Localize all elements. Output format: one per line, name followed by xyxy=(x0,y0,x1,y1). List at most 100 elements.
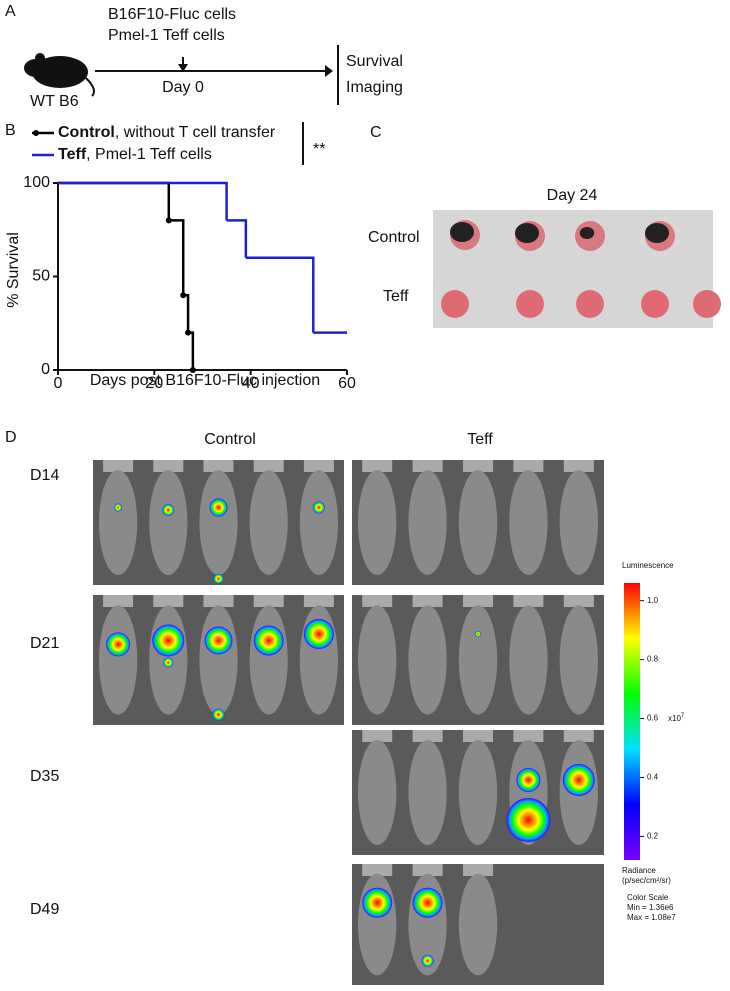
holder xyxy=(303,460,334,472)
holder xyxy=(362,595,393,607)
legend-entry: Teff, Pmel-1 Teff cells xyxy=(58,146,212,163)
signal xyxy=(204,626,233,655)
holder xyxy=(563,460,594,472)
signal xyxy=(152,624,185,657)
row-label: D49 xyxy=(30,901,59,918)
y-tick-label: 50 xyxy=(32,268,50,285)
survival-step xyxy=(58,181,228,221)
colorbar-multiplier: x107 xyxy=(668,713,685,724)
signal xyxy=(412,887,443,918)
holder xyxy=(513,460,544,472)
mouse xyxy=(199,605,238,715)
tumor xyxy=(645,223,669,243)
tumor xyxy=(579,227,595,239)
mouse xyxy=(249,470,288,575)
censor-point xyxy=(189,367,196,373)
colorbar-tick-label: 0.8 xyxy=(647,655,659,664)
multiplier: x10 xyxy=(668,714,681,723)
scale-text: Max = 1.08e7 xyxy=(627,913,676,922)
y-axis-label: % Survival xyxy=(5,232,22,308)
mouse xyxy=(149,470,188,575)
holder xyxy=(463,864,493,876)
signal xyxy=(114,503,123,512)
mouse xyxy=(99,605,138,715)
legend-name: Control xyxy=(58,124,115,141)
colorbar-tick-label: 0.6 xyxy=(647,714,659,723)
holder xyxy=(563,730,594,742)
legend-description: , without T cell transfer xyxy=(115,124,276,141)
holder xyxy=(412,864,443,876)
legend-description: , Pmel-1 Teff cells xyxy=(86,146,212,163)
panel-label: B xyxy=(5,122,16,139)
column-label: Control xyxy=(204,431,256,448)
x-tick-label: 20 xyxy=(145,375,163,392)
multiplier-exp: 7 xyxy=(681,713,685,719)
signal xyxy=(562,764,595,796)
arrow-head xyxy=(325,65,333,77)
mouse xyxy=(458,873,498,976)
holder xyxy=(153,595,184,607)
row-label: D21 xyxy=(30,635,59,652)
y-tick-label: 100 xyxy=(23,174,50,191)
column-label: Teff xyxy=(467,431,493,448)
mouse xyxy=(408,605,447,715)
holder xyxy=(253,460,284,472)
holder xyxy=(463,730,493,742)
lung xyxy=(693,290,721,318)
signal xyxy=(303,619,334,649)
lung xyxy=(516,290,544,318)
row-label: D35 xyxy=(30,768,59,785)
survival-step xyxy=(188,331,195,370)
mouse xyxy=(358,740,397,845)
mouse xyxy=(559,470,598,575)
mouse xyxy=(199,470,238,575)
holder xyxy=(412,730,443,742)
scale-text: Color Scale xyxy=(627,893,669,902)
signal xyxy=(162,504,175,516)
holder xyxy=(203,460,234,472)
mouse xyxy=(559,605,598,715)
mouse-icon xyxy=(24,53,95,97)
holder xyxy=(103,460,134,472)
signal xyxy=(212,708,225,721)
mouse-label: WT B6 xyxy=(30,93,79,110)
holder xyxy=(103,595,134,607)
mouse xyxy=(408,470,447,575)
signal xyxy=(163,657,174,668)
colorbar-tick-label: 0.4 xyxy=(647,773,659,782)
x-tick-label: 40 xyxy=(242,375,260,392)
colorbar-title: Luminescence xyxy=(622,561,674,570)
holder xyxy=(412,460,443,472)
holder xyxy=(362,460,393,472)
signal xyxy=(312,501,325,514)
photo-title: Day 24 xyxy=(547,187,598,204)
mouse xyxy=(99,470,138,575)
holder xyxy=(513,595,544,607)
survival-step xyxy=(226,219,248,258)
signal xyxy=(213,573,224,584)
holder xyxy=(362,864,393,876)
signal xyxy=(506,798,551,842)
holder xyxy=(513,730,544,742)
units: Radiance xyxy=(622,866,656,875)
day-label: Day 0 xyxy=(162,79,204,96)
panel-label: A xyxy=(5,3,16,20)
tumor xyxy=(515,223,539,243)
holder xyxy=(153,460,184,472)
lung xyxy=(576,290,604,318)
outcome-text: Survival xyxy=(346,53,403,70)
mouse xyxy=(458,605,498,715)
legend-marker xyxy=(33,130,39,136)
mouse xyxy=(358,470,397,575)
panel-label: C xyxy=(370,124,382,141)
arrow-head xyxy=(178,64,188,72)
signal xyxy=(362,887,393,918)
treatment-text: Pmel-1 Teff cells xyxy=(108,27,225,44)
legend-entry: Control, without T cell transfer xyxy=(58,124,276,141)
survival-step xyxy=(58,181,171,221)
holder xyxy=(563,595,594,607)
lung xyxy=(441,290,469,318)
treatment-text: B16F10-Fluc cells xyxy=(108,6,236,23)
row-label: Teff xyxy=(383,288,409,305)
